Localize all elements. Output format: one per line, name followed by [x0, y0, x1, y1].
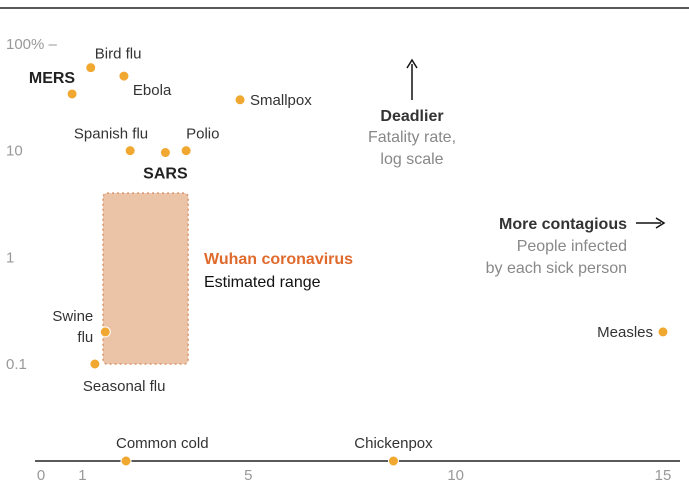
- point-label: Common cold: [116, 435, 209, 452]
- y-tick-label: 10: [6, 143, 23, 160]
- point-label: Polio: [186, 126, 219, 143]
- point-label: MERS: [29, 70, 76, 87]
- data-point: [180, 145, 192, 157]
- highlight-range-rect: [102, 192, 189, 365]
- data-point: [118, 70, 130, 82]
- point-label: Seasonal flu: [83, 378, 166, 395]
- x-tick-label: 5: [244, 467, 252, 484]
- right-arrow-icon: [655, 217, 666, 229]
- y-tick-label: 1: [6, 249, 14, 266]
- data-point: [99, 326, 111, 338]
- data-point: [124, 145, 136, 157]
- contagious-title: More contagious: [499, 216, 627, 233]
- highlight-subtitle: Estimated range: [204, 274, 321, 291]
- data-point: [657, 326, 669, 338]
- point-label: Bird flu: [95, 46, 142, 63]
- point-label: Spanish flu: [74, 126, 148, 143]
- deadlier-subtitle-1: Fatality rate,: [368, 129, 456, 146]
- y-tick-label: 100% –: [6, 36, 58, 53]
- data-point: [120, 455, 132, 467]
- point-label: Chickenpox: [354, 435, 433, 452]
- contagious-subtitle-1: People infected: [517, 238, 627, 255]
- point-label: Ebola: [133, 82, 172, 99]
- x-tick-label: 10: [447, 467, 464, 484]
- data-point: [85, 62, 97, 74]
- point-label: Smallpox: [250, 92, 312, 109]
- deadlier-title: Deadlier: [380, 108, 443, 125]
- data-point: [387, 455, 399, 467]
- data-point: [89, 358, 101, 370]
- data-point: [159, 147, 171, 159]
- point-label: SARS: [143, 166, 188, 183]
- data-point: [66, 88, 78, 100]
- point-label: Measles: [597, 324, 653, 341]
- contagious-subtitle-2: by each sick person: [486, 260, 627, 277]
- points-layer: Bird flu Ebola MERS Smallpox Spanish flu SARS…: [29, 46, 669, 467]
- x-tick-label: 15: [655, 467, 672, 484]
- y-tick-label: 0.1: [6, 356, 27, 373]
- x-tick-label: 0: [37, 467, 45, 484]
- x-tick-label: 1: [78, 467, 86, 484]
- highlight-layer: [102, 192, 189, 365]
- point-label: Swine flu: [52, 308, 93, 346]
- highlight-title: Wuhan coronavirus: [204, 251, 353, 268]
- up-arrow-icon: [406, 58, 418, 69]
- deadlier-subtitle-2: log scale: [380, 151, 443, 168]
- data-point: [234, 94, 246, 106]
